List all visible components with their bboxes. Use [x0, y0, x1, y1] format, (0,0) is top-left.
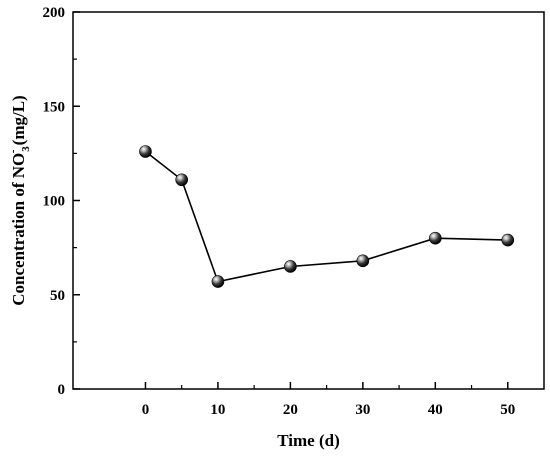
x-tick-label: 10 — [210, 402, 225, 418]
data-point — [429, 231, 442, 245]
y-axis-title: Concentration of NO3- (mg/L) — [7, 95, 32, 305]
y-tick-label: 200 — [43, 5, 66, 21]
x-tick-label: 50 — [500, 402, 515, 418]
data-point — [501, 233, 515, 247]
data-point — [139, 145, 152, 158]
y-tick-label: 50 — [50, 288, 65, 304]
data-point — [284, 260, 297, 273]
series-line — [145, 150, 508, 283]
x-tick-label: 30 — [355, 402, 370, 418]
y-tick-label: 150 — [43, 99, 66, 115]
x-axis-title: Time (d) — [277, 431, 340, 450]
y-axis-title-suffix: (mg/L) — [9, 95, 28, 149]
x-tick-label: 0 — [142, 402, 150, 418]
plot-frame — [72, 11, 545, 390]
y-axis-title-subscript: 3 — [20, 146, 32, 152]
y-axis-title-prefix: Concentration of NO — [9, 153, 28, 306]
tick-labels: 0 10 20 30 40 50 0 50 100 150 200 — [43, 5, 516, 418]
data-point — [356, 254, 370, 268]
y-tick-label: 0 — [58, 382, 66, 398]
y-axis-title-superscript: - — [7, 149, 19, 153]
data-point — [175, 173, 188, 187]
data-point — [211, 275, 225, 288]
data-markers — [139, 145, 515, 288]
axis-ticks — [73, 11, 509, 390]
y-tick-label: 100 — [43, 194, 66, 210]
x-tick-label: 40 — [428, 402, 443, 418]
x-tick-label: 20 — [283, 402, 298, 418]
